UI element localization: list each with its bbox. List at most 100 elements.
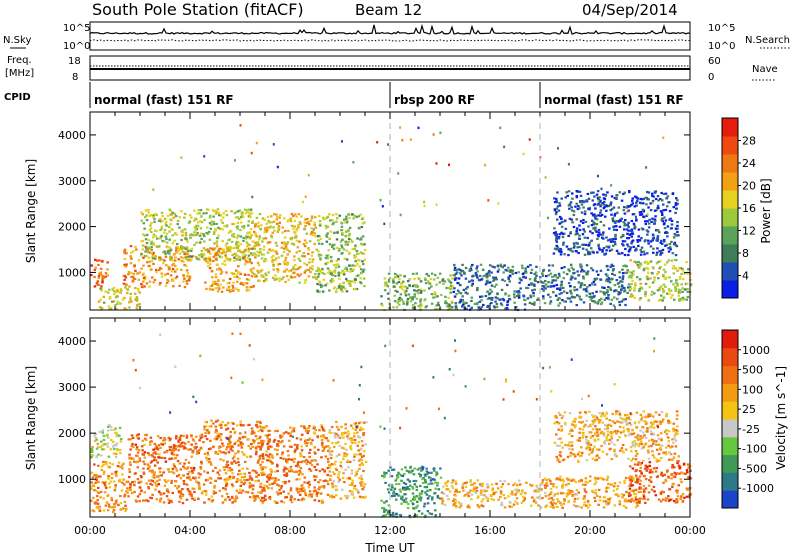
data-cell <box>323 436 327 439</box>
data-cell <box>558 275 561 278</box>
data-cell <box>275 218 278 221</box>
data-cell <box>256 461 260 464</box>
data-cell <box>657 260 660 263</box>
data-cell <box>601 233 605 236</box>
data-cell <box>161 220 164 223</box>
data-cell <box>486 279 489 282</box>
data-cell <box>293 259 296 262</box>
data-cell <box>134 245 137 249</box>
data-cell <box>633 224 636 227</box>
data-cell <box>175 233 178 236</box>
data-cell <box>332 287 336 290</box>
data-cell <box>599 290 602 293</box>
sparse-echo <box>634 215 637 219</box>
data-cell <box>214 431 217 434</box>
data-cell <box>356 431 359 434</box>
data-cell <box>637 228 641 231</box>
data-cell <box>265 230 268 233</box>
data-cell <box>318 220 322 223</box>
data-cell <box>247 278 251 282</box>
data-cell <box>228 439 231 442</box>
data-cell <box>197 497 200 500</box>
data-cell <box>645 266 649 269</box>
data-cell <box>258 420 261 424</box>
power-ylabel: Slant Range [km] <box>24 159 38 263</box>
data-cell <box>567 234 570 237</box>
data-cell <box>608 281 612 284</box>
data-cell <box>570 276 573 279</box>
data-cell <box>402 302 405 305</box>
data-cell <box>362 268 366 271</box>
data-cell <box>317 481 320 484</box>
data-cell <box>365 460 368 463</box>
data-cell <box>150 252 153 255</box>
data-cell <box>266 215 270 218</box>
data-cell <box>313 486 316 489</box>
sparse-echo <box>528 138 531 141</box>
data-cell <box>444 295 447 298</box>
data-cell <box>138 493 142 496</box>
data-cell <box>304 278 307 281</box>
data-cell <box>347 281 350 284</box>
data-cell <box>262 280 266 283</box>
data-cell <box>412 479 416 483</box>
data-cell <box>298 493 302 496</box>
data-cell <box>232 235 236 238</box>
data-cell <box>190 255 193 258</box>
data-cell <box>264 259 268 262</box>
data-cell <box>319 269 322 272</box>
data-cell <box>183 216 186 219</box>
data-cell <box>177 485 181 488</box>
sparse-echo <box>239 124 242 127</box>
data-cell <box>639 282 642 285</box>
data-cell <box>244 248 247 251</box>
data-cell <box>102 448 106 451</box>
data-cell <box>353 453 356 456</box>
data-cell <box>289 465 293 469</box>
data-cell <box>99 298 102 301</box>
data-cell <box>252 245 256 248</box>
data-cell <box>416 504 419 507</box>
data-cell <box>612 228 616 231</box>
data-cell <box>652 251 655 254</box>
data-cell <box>326 215 330 218</box>
data-cell <box>139 254 143 257</box>
data-cell <box>151 479 154 483</box>
data-cell <box>359 421 362 424</box>
data-cell <box>661 213 664 216</box>
data-cell <box>108 482 111 485</box>
data-cell <box>252 494 256 497</box>
data-cell <box>320 456 323 459</box>
data-cell <box>449 286 452 289</box>
data-cell <box>232 286 235 289</box>
data-cell <box>404 466 407 469</box>
data-cell <box>354 255 358 258</box>
data-cell <box>602 197 606 200</box>
data-cell <box>260 257 264 260</box>
data-cell <box>393 294 397 297</box>
data-cell <box>138 500 141 503</box>
data-cell <box>288 250 291 253</box>
data-cell <box>400 298 403 301</box>
data-cell <box>593 195 596 198</box>
data-cell <box>359 427 363 430</box>
data-cell <box>636 197 639 200</box>
data-cell <box>272 220 276 223</box>
data-cell <box>387 280 391 283</box>
data-cell <box>254 253 258 256</box>
data-cell <box>522 495 525 498</box>
data-cell <box>588 206 592 210</box>
data-cell <box>322 429 326 432</box>
data-cell <box>259 270 262 273</box>
data-cell <box>664 277 667 281</box>
data-cell <box>494 300 497 303</box>
data-cell <box>220 290 224 293</box>
data-cell <box>286 253 289 256</box>
data-cell <box>219 247 223 250</box>
sparse-echo <box>307 173 310 177</box>
data-cell <box>454 499 458 502</box>
data-cell <box>108 296 112 299</box>
data-cell <box>665 197 668 200</box>
data-cell <box>524 269 527 272</box>
data-cell <box>240 450 244 454</box>
